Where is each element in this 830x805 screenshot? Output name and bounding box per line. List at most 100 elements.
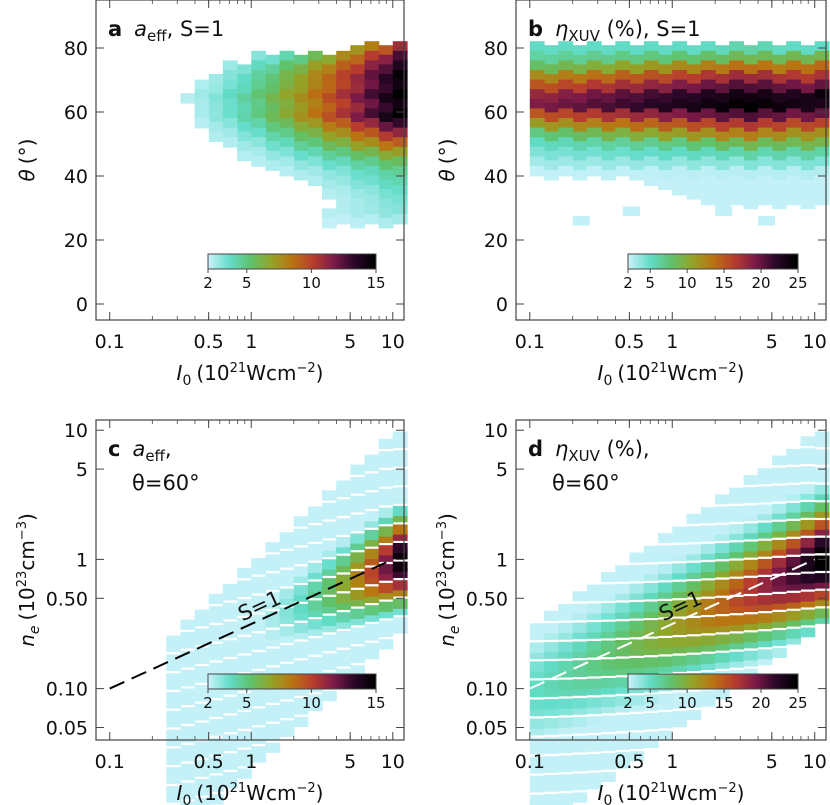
heat-cell [237, 83, 252, 94]
heat-cell [586, 753, 602, 765]
colorbar-segment [348, 254, 352, 269]
heat-cell [615, 108, 631, 119]
colorbar-segment [642, 674, 646, 689]
colorbar-segment [718, 254, 722, 269]
heat-cell [700, 605, 716, 615]
heat-cell [208, 719, 224, 730]
colorbar-segment [645, 254, 649, 269]
heat-cell [814, 89, 830, 100]
heat-cell [572, 83, 588, 94]
heat-cell [194, 634, 210, 646]
colorbar-segment [250, 674, 254, 689]
heat-cell [364, 548, 380, 559]
colorbar-segment [219, 674, 223, 689]
colorbar-segment [370, 254, 374, 269]
heat-cell [194, 628, 210, 639]
y-tick-label: 10 [64, 420, 88, 442]
heat-cell [336, 631, 351, 642]
heat-cell [222, 108, 238, 119]
heat-cell [529, 146, 545, 158]
heat-cell [237, 756, 252, 767]
plot-frame [515, 0, 827, 321]
heat-cell [814, 166, 830, 177]
heat-cell [166, 635, 182, 646]
heat-cell [786, 118, 801, 129]
heat-cell [672, 127, 688, 138]
heat-cell [293, 660, 309, 671]
heat-cell [237, 112, 252, 123]
heat-cell [279, 551, 295, 562]
heat-cell [615, 658, 631, 669]
heat-cell [700, 79, 716, 90]
heat-cell [364, 586, 380, 597]
heat-cell [686, 710, 702, 720]
heat-cell [715, 549, 730, 560]
heat-cell [757, 595, 773, 605]
heat-cell [350, 533, 366, 544]
heat-cell [364, 204, 380, 215]
colorbar-segment [781, 674, 785, 689]
heat-cell [572, 603, 588, 614]
colorbar-tick-label: 15 [715, 694, 734, 712]
heat-cell [615, 70, 631, 81]
heat-cell [786, 610, 801, 621]
heat-cell [350, 514, 366, 525]
colorbar-segment [707, 254, 711, 269]
colorbar-segment [755, 254, 759, 269]
heat-cell [558, 98, 574, 110]
heat-cell [772, 45, 787, 56]
heat-cell [350, 179, 366, 190]
heat-cell [558, 793, 574, 804]
colorbar-tick-label: 10 [678, 694, 697, 712]
heat-cell [392, 493, 408, 504]
heat-cell [814, 41, 830, 52]
colorbar-segment [704, 674, 708, 689]
colorbar-segment [292, 254, 296, 269]
heat-cell [265, 629, 281, 640]
heat-cell [586, 156, 602, 167]
colorbar-segment [792, 674, 796, 689]
colorbar-tick-label: 5 [645, 694, 655, 712]
x-axis-label: I0 (1021Wcm−2) [598, 361, 745, 389]
colorbar-segment [230, 254, 234, 269]
heat-cell [336, 127, 351, 138]
colorbar-segment [252, 254, 257, 269]
heat-cell [586, 79, 602, 90]
colorbar-segment [261, 674, 265, 689]
heat-cell [700, 60, 716, 71]
heat-cell [586, 166, 602, 177]
heat-cell [364, 479, 380, 491]
heat-cell [558, 50, 574, 62]
heat-cell [293, 160, 309, 171]
heat-cell [672, 563, 688, 574]
heat-cell [643, 564, 659, 575]
heat-cell [814, 608, 830, 619]
heat-cell [336, 537, 351, 548]
heat-cell [194, 785, 210, 796]
heat-cell [700, 166, 716, 177]
heat-cell [293, 591, 309, 602]
heat-cell [643, 60, 659, 71]
heat-cell [672, 618, 688, 629]
heat-cell [643, 645, 659, 656]
heat-cell [208, 625, 224, 636]
panel-annotation: d ηXUV (%), [528, 437, 650, 465]
heat-cell [307, 525, 323, 536]
colorbar-segment [749, 674, 754, 689]
heat-cell [672, 50, 688, 62]
colorbar-tick-label: 5 [645, 274, 655, 292]
heat-cell [686, 599, 702, 610]
heat-cell [629, 141, 645, 152]
colorbar-segment [741, 674, 745, 689]
heat-cell [572, 216, 590, 226]
heat-cell [700, 137, 716, 148]
heat-cell [757, 50, 773, 62]
heat-cell [322, 540, 337, 551]
heat-cell [715, 206, 733, 216]
heat-cell [279, 689, 295, 700]
panel-annotation-line2: θ=60° [552, 471, 620, 495]
heat-cell [322, 546, 337, 558]
heat-cell [814, 525, 830, 536]
heat-cell [322, 54, 337, 66]
heat-cell [378, 160, 394, 171]
